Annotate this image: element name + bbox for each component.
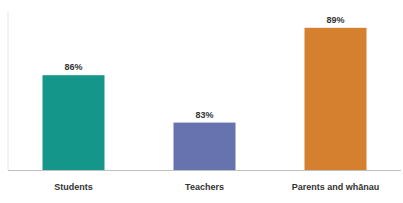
data-label: 89% — [326, 15, 344, 25]
data-label: 83% — [195, 110, 213, 120]
x-axis-line — [8, 170, 401, 171]
bars — [43, 28, 367, 170]
category-label: Teachers — [185, 182, 224, 192]
chart: 86% Students 83% Teachers 89% Parents and whā… — [0, 0, 403, 203]
category-label: Students — [54, 182, 93, 192]
y-axis-line — [8, 12, 9, 170]
bar — [174, 123, 236, 170]
bar — [43, 75, 105, 170]
category-label: Parents and whānau — [292, 182, 380, 192]
bar — [305, 28, 367, 170]
data-label: 86% — [64, 62, 82, 72]
